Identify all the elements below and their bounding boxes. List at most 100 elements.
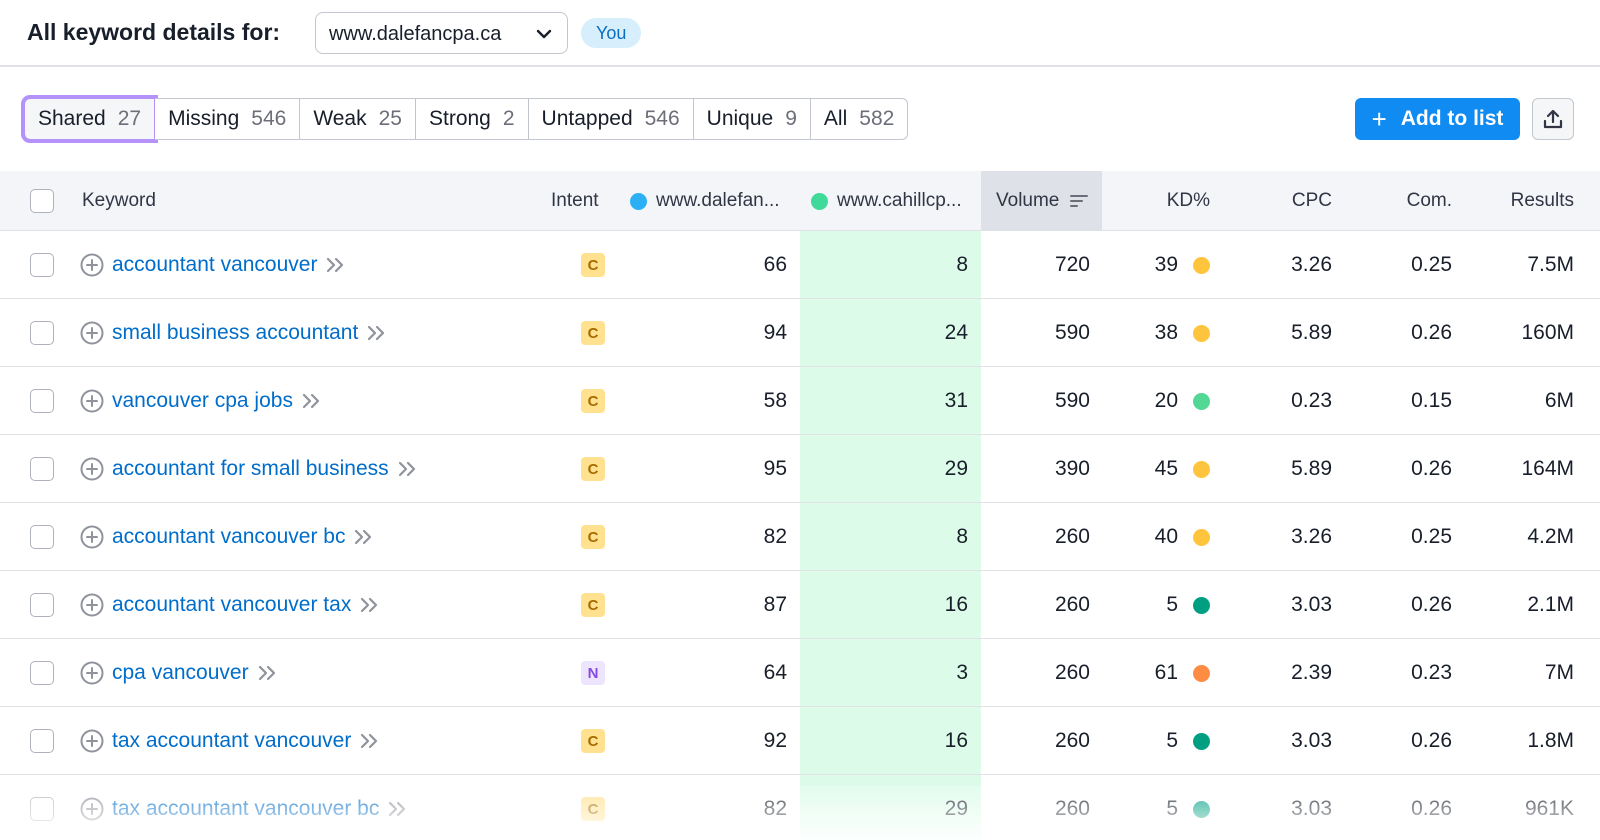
export-button[interactable] — [1532, 98, 1574, 140]
row-checkbox[interactable] — [30, 253, 54, 277]
add-circle-icon[interactable] — [80, 661, 104, 685]
add-circle-icon[interactable] — [80, 253, 104, 277]
col-domain2[interactable]: www.cahillcp... — [811, 171, 962, 231]
col-cpc[interactable]: CPC — [1291, 190, 1332, 211]
double-chevron-right-icon[interactable] — [366, 324, 388, 342]
col-keyword[interactable]: Keyword — [82, 190, 156, 211]
com-value: 0.26 — [1411, 797, 1452, 820]
tab-label: Shared — [38, 107, 106, 130]
tab-missing[interactable]: Missing 546 — [155, 98, 301, 140]
keyword-link[interactable]: cpa vancouver — [112, 661, 249, 684]
table-header: Keyword Intent www.dalefan... www.cahill… — [0, 171, 1600, 231]
col-domain1[interactable]: www.dalefan... — [630, 171, 780, 231]
kd-value: 38 — [1154, 321, 1178, 344]
row-checkbox[interactable] — [30, 389, 54, 413]
cpc-value: 3.03 — [1291, 729, 1332, 752]
tab-label: Strong — [428, 107, 491, 130]
kd-difficulty-dot — [1193, 324, 1210, 342]
double-chevron-right-icon[interactable] — [325, 256, 347, 274]
tab-unique[interactable]: Unique 9 — [693, 98, 811, 140]
keyword-link[interactable]: accountant vancouver tax — [112, 593, 352, 616]
position-domain1: 82 — [763, 797, 787, 820]
tab-all[interactable]: All 582 — [810, 98, 909, 140]
position-domain2: 16 — [944, 729, 968, 752]
add-circle-icon[interactable] — [80, 797, 104, 821]
results-value: 961K — [1524, 797, 1574, 820]
add-circle-icon[interactable] — [80, 321, 104, 345]
position-domain2: 29 — [944, 797, 968, 820]
double-chevron-right-icon[interactable] — [353, 528, 375, 546]
tab-untapped[interactable]: Untapped 546 — [528, 98, 694, 140]
position-domain2: 31 — [944, 389, 968, 412]
tab-count: 9 — [785, 107, 797, 130]
position-domain1: 94 — [763, 321, 787, 344]
kd-cell: 5 — [1102, 707, 1210, 775]
double-chevron-right-icon[interactable] — [257, 664, 279, 682]
double-chevron-right-icon[interactable] — [359, 732, 381, 750]
kd-cell: 5 — [1102, 775, 1210, 840]
tab-label: Missing — [168, 107, 240, 130]
double-chevron-right-icon[interactable] — [387, 800, 409, 818]
keyword-link[interactable]: vancouver cpa jobs — [112, 389, 293, 412]
keyword-link[interactable]: small business accountant — [112, 321, 359, 344]
col-com[interactable]: Com. — [1406, 190, 1452, 211]
chevron-down-icon — [536, 29, 552, 39]
add-circle-icon[interactable] — [80, 389, 104, 413]
position-domain2: 8 — [956, 525, 968, 548]
col-volume[interactable]: Volume — [981, 171, 1102, 231]
row-checkbox[interactable] — [30, 525, 54, 549]
volume-value: 260 — [1054, 525, 1090, 548]
row-checkbox[interactable] — [30, 729, 54, 753]
tab-strong[interactable]: Strong 2 — [415, 98, 529, 140]
keyword-link[interactable]: accountant vancouver bc — [112, 525, 346, 548]
you-badge: You — [581, 18, 642, 48]
domain-select[interactable]: www.dalefancpa.ca — [315, 12, 568, 54]
domain1-dot — [630, 192, 647, 210]
double-chevron-right-icon[interactable] — [397, 460, 419, 478]
cpc-value: 3.26 — [1291, 525, 1332, 548]
intent-badge: C — [581, 797, 605, 821]
add-circle-icon[interactable] — [80, 525, 104, 549]
row-checkbox[interactable] — [30, 593, 54, 617]
results-value: 1.8M — [1527, 729, 1574, 752]
add-circle-icon[interactable] — [80, 457, 104, 481]
col-intent[interactable]: Intent — [551, 190, 599, 211]
tab-count: 2 — [502, 107, 515, 130]
add-circle-icon[interactable] — [80, 593, 104, 617]
keyword-link[interactable]: accountant for small business — [112, 457, 389, 480]
intent-cell: C — [581, 775, 605, 840]
results-value: 2.1M — [1527, 593, 1574, 616]
col-results[interactable]: Results — [1510, 190, 1574, 211]
tab-weak[interactable]: Weak 25 — [300, 98, 416, 140]
row-checkbox[interactable] — [30, 797, 54, 821]
add-to-list-button[interactable]: + Add to list — [1355, 98, 1520, 140]
table-row: accountant for small business C 95 29 390 45 5… — [0, 435, 1600, 503]
keyword-link[interactable]: tax accountant vancouver — [112, 729, 352, 752]
com-value: 0.26 — [1411, 457, 1452, 480]
row-checkbox[interactable] — [30, 661, 54, 685]
double-chevron-right-icon[interactable] — [359, 596, 381, 614]
table-row: cpa vancouver N 64 3 260 61 2.39 0.23 7M — [0, 639, 1600, 707]
col-domain1-label: www.dalefan... — [656, 190, 780, 211]
keyword-link[interactable]: accountant vancouver — [112, 253, 318, 276]
cpc-value: 3.03 — [1291, 797, 1332, 820]
volume-value: 590 — [1054, 321, 1090, 344]
double-chevron-right-icon[interactable] — [301, 392, 323, 410]
intent-badge: C — [581, 457, 605, 481]
tab-label: All — [823, 107, 848, 130]
col-kd[interactable]: KD% — [1166, 190, 1210, 211]
add-circle-icon[interactable] — [80, 729, 104, 753]
kd-cell: 40 — [1102, 503, 1210, 571]
results-value: 160M — [1521, 321, 1574, 344]
domain-select-value: www.dalefancpa.ca — [329, 23, 502, 45]
col-volume-label: Volume — [996, 190, 1060, 211]
row-checkbox[interactable] — [30, 321, 54, 345]
keyword-table: Keyword Intent www.dalefan... www.cahill… — [0, 171, 1600, 840]
keyword-link[interactable]: tax accountant vancouver bc — [112, 797, 380, 820]
keyword-cell: accountant for small business — [80, 435, 419, 503]
add-to-list-label: Add to list — [1400, 107, 1504, 130]
position-domain1: 64 — [763, 661, 787, 684]
select-all-checkbox[interactable] — [30, 189, 54, 213]
tab-shared[interactable]: Shared 27 — [20, 95, 159, 143]
row-checkbox[interactable] — [30, 457, 54, 481]
